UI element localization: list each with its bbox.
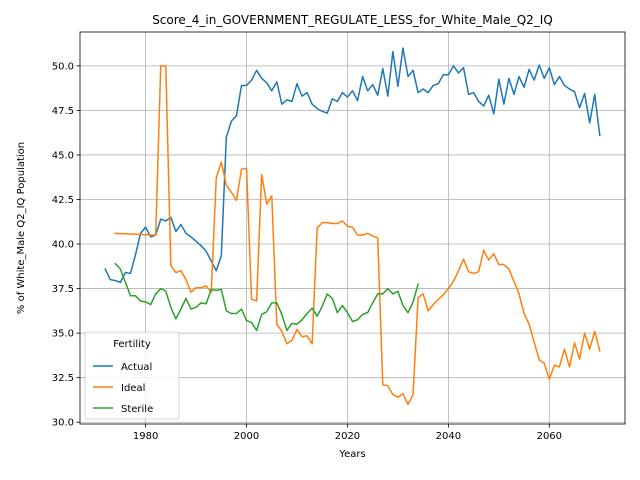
y-tick-label: 47.5 (52, 106, 74, 117)
legend-entries: Actual Ideal Sterile (93, 362, 153, 415)
chart-title: Score_4_in_GOVERNMENT_REGULATE_LESS_for_… (152, 13, 553, 27)
legend: Fertility Actual Ideal Sterile (84, 331, 180, 420)
series-line-ideal (114, 65, 601, 406)
x-axis-ticks: 1980 2000 2020 2040 2060 (133, 424, 562, 442)
y-tick-label: 45.0 (52, 150, 74, 161)
series-lines (104, 47, 601, 406)
x-tick-label: 2020 (335, 431, 360, 442)
plot-frame (79, 31, 626, 425)
legend-label-actual: Actual (121, 362, 152, 373)
y-tick-label: 35.0 (52, 329, 74, 340)
x-axis-label: Years (338, 449, 365, 460)
y-axis-label: % of White_Male Q2_IQ Population (16, 142, 27, 314)
y-tick-label: 42.5 (52, 195, 74, 206)
x-gridlines (145, 32, 550, 424)
legend-label-sterile: Sterile (121, 404, 153, 415)
y-axis-ticks: 30.0 32.5 35.0 37.5 40.0 42.5 45.0 47.5 50.0 (52, 61, 80, 429)
x-tick-label: 2040 (436, 431, 461, 442)
x-tick-label: 1980 (133, 431, 158, 442)
y-tick-label: 40.0 (52, 240, 74, 251)
y-tick-label: 37.5 (52, 284, 74, 295)
y-gridlines (80, 65, 625, 423)
series-line-sterile (114, 262, 420, 332)
y-tick-label: 50.0 (52, 61, 74, 72)
x-tick-label: 2060 (537, 431, 562, 442)
legend-box (84, 331, 180, 420)
legend-label-ideal: Ideal (121, 383, 145, 394)
x-tick-label: 2000 (234, 431, 259, 442)
series-line-actual (104, 47, 601, 284)
y-tick-label: 30.0 (52, 418, 74, 429)
y-tick-label: 32.5 (52, 373, 74, 384)
legend-title: Fertility (113, 339, 151, 350)
